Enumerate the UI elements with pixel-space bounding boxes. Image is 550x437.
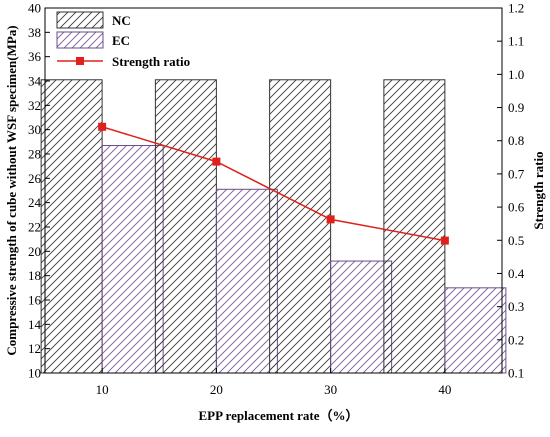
left-tick-label: 36 — [28, 49, 42, 64]
x-tick-label: 20 — [210, 382, 223, 397]
bars-layer — [40, 79, 507, 374]
strength-ratio-line-layer — [98, 122, 449, 245]
left-axis: 10 12 14 16 18 20 22 24 26 28 30 32 34 36 38 40 — [28, 1, 50, 381]
x-axis-title: EPP replacement rate（%） — [198, 408, 358, 423]
legend-label-ec: EC — [112, 33, 130, 48]
legend-marker-strength-ratio — [76, 57, 84, 65]
right-tick-label: 0.4 — [508, 266, 525, 281]
legend-label-strength-ratio: Strength ratio — [112, 54, 190, 69]
legend-swatch-ec — [56, 31, 104, 49]
left-tick-label: 14 — [28, 317, 42, 332]
left-tick-label: 20 — [28, 244, 41, 259]
bar-ec-40 — [444, 287, 507, 374]
right-tick-label: 0.2 — [508, 332, 524, 347]
bar-nc-40 — [383, 79, 446, 374]
strength-ratio-line — [101, 126, 446, 242]
left-tick-label: 16 — [28, 293, 42, 308]
y-axis-title: Compressive strength of cube without WSF… — [4, 25, 19, 355]
right-tick-label: 0.7 — [508, 166, 525, 181]
right-axis-title: Strength ratio — [531, 151, 546, 229]
left-tick-label: 10 — [28, 366, 41, 381]
right-axis: 0.1 0.2 0.3 0.4 0.5 0.6 0.7 0.8 0.9 1.0 1.1 1.2 — [497, 1, 525, 381]
bar-ec-30 — [330, 260, 393, 374]
plot-frame — [44, 7, 503, 374]
left-tick-label: 24 — [28, 195, 42, 210]
left-tick-label: 38 — [28, 25, 41, 40]
right-tick-label: 0.1 — [508, 366, 524, 381]
left-tick-label: 22 — [28, 220, 41, 235]
bar-ec-20 — [215, 188, 278, 374]
strength-ratio-point-10 — [98, 122, 107, 131]
bar-nc-30 — [269, 79, 332, 374]
left-tick-label: 12 — [28, 341, 41, 356]
right-tick-label: 0.3 — [508, 299, 524, 314]
right-tick-label: 0.8 — [508, 133, 524, 148]
strength-ratio-point-20 — [212, 157, 221, 166]
right-tick-label: 1.0 — [508, 67, 524, 82]
left-tick-label: 30 — [28, 122, 41, 137]
left-tick-label: 34 — [28, 74, 42, 89]
right-tick-label: 1.1 — [508, 34, 524, 49]
right-tick-label: 1.2 — [508, 1, 524, 16]
x-tick-label: 40 — [438, 382, 451, 397]
legend-swatch-nc — [56, 11, 104, 29]
left-tick-label: 32 — [28, 98, 41, 113]
bar-ec-10 — [101, 144, 164, 374]
legend-label-nc: NC — [112, 13, 131, 28]
legend: NC EC Strength ratio — [56, 11, 190, 69]
left-tick-label: 40 — [28, 1, 41, 16]
right-tick-label: 0.5 — [508, 233, 524, 248]
strength-ratio-point-40 — [440, 236, 449, 245]
x-tick-label: 30 — [324, 382, 337, 397]
right-tick-label: 0.6 — [508, 200, 525, 215]
left-tick-label: 28 — [28, 147, 41, 162]
x-tick-label: 10 — [96, 382, 109, 397]
strength-ratio-point-30 — [326, 215, 335, 224]
right-tick-label: 0.9 — [508, 100, 524, 115]
bar-nc-10 — [40, 79, 103, 374]
x-axis: 10 20 30 40 — [96, 368, 451, 397]
left-tick-label: 26 — [28, 171, 42, 186]
bar-nc-20 — [154, 79, 217, 374]
left-tick-label: 18 — [28, 268, 41, 283]
